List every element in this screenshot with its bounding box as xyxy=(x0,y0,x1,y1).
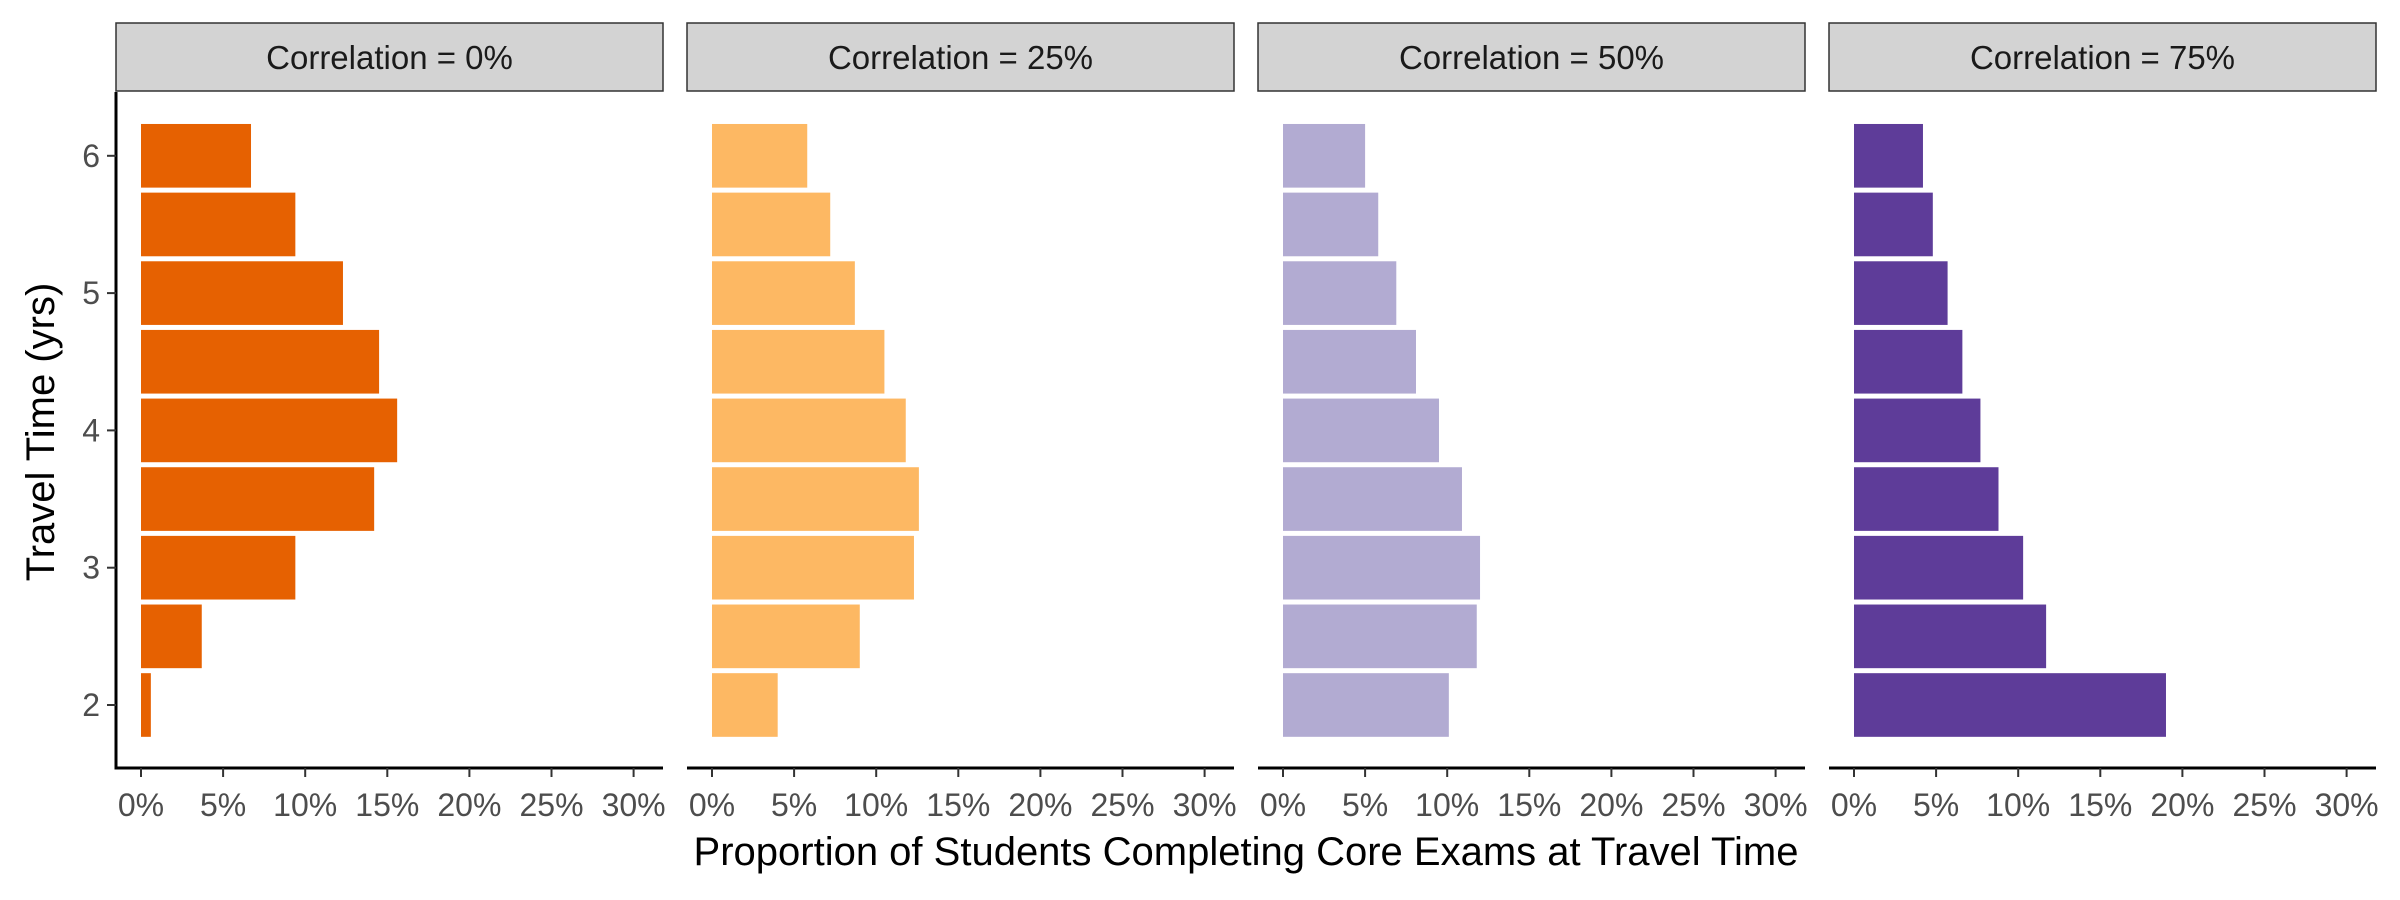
x-tick-label: 25% xyxy=(519,787,583,823)
facet-strip-label: Correlation = 25% xyxy=(828,39,1093,76)
x-tick-label: 30% xyxy=(2315,787,2379,823)
bar xyxy=(141,673,151,737)
bar xyxy=(712,261,855,325)
facet-panel: Correlation = 50% 0% 5% 10% 15% 20% 25% 30% xyxy=(1257,22,1808,823)
x-tick-label: 10% xyxy=(1986,787,2050,823)
bar xyxy=(1854,535,2024,600)
facet-strip-label: Correlation = 0% xyxy=(266,39,513,76)
bar xyxy=(1283,123,1366,188)
bar xyxy=(141,192,296,257)
bar xyxy=(1854,123,1923,188)
x-tick-label: 30% xyxy=(1744,787,1808,823)
bar xyxy=(1283,398,1439,463)
x-tick-label: 20% xyxy=(1579,787,1643,823)
bar xyxy=(1283,329,1417,394)
x-tick-label: 30% xyxy=(602,787,666,823)
bar xyxy=(141,398,398,463)
bar xyxy=(1854,604,2047,669)
bar xyxy=(1283,261,1397,325)
x-tick-label: 25% xyxy=(2232,787,2296,823)
x-tick-label: 15% xyxy=(1497,787,1561,823)
bar xyxy=(1854,673,2166,737)
facet-panels: Correlation = 0%0% 5% 10% 15% 20% 25% 30%Corre… xyxy=(115,22,2379,823)
x-tick-label: 30% xyxy=(1173,787,1237,823)
x-tick-label: 20% xyxy=(1008,787,1072,823)
y-tick-label: 5 xyxy=(82,275,100,311)
y-axis: 2 3 4 5 6 xyxy=(82,92,118,770)
x-tick-label: 20% xyxy=(2150,787,2214,823)
bar xyxy=(712,398,906,463)
bar xyxy=(712,673,778,737)
bar xyxy=(1854,261,1948,325)
bar xyxy=(712,329,885,394)
bar xyxy=(1854,398,1981,463)
bar xyxy=(141,467,375,531)
x-tick-label: 5% xyxy=(1913,787,1959,823)
bar xyxy=(141,535,296,600)
bar xyxy=(712,604,860,669)
facet-strip xyxy=(115,22,664,92)
bar xyxy=(141,261,343,325)
x-axis-title: Proportion of Students Completing Core E… xyxy=(694,830,1799,874)
bar xyxy=(1283,467,1462,531)
facet-strip-label: Correlation = 75% xyxy=(1970,39,2235,76)
bar xyxy=(141,329,380,394)
x-tick-label: 20% xyxy=(437,787,501,823)
x-tick-label: 5% xyxy=(1342,787,1388,823)
y-tick-label: 2 xyxy=(82,687,100,723)
facet-panel: Correlation = 0% 0% 5% 10% 15% 20% 25% 30% xyxy=(115,22,666,823)
x-tick-label: 5% xyxy=(771,787,817,823)
x-tick-label: 10% xyxy=(1415,787,1479,823)
facet-strip xyxy=(1257,22,1806,92)
facet-strip-label: Correlation = 50% xyxy=(1399,39,1664,76)
x-tick-label: 5% xyxy=(200,787,246,823)
y-axis-title: Travel Time (yrs) xyxy=(19,283,63,582)
y-tick-label: 6 xyxy=(82,138,100,174)
facet-strip xyxy=(1828,22,2377,92)
x-tick-label: 0% xyxy=(1831,787,1877,823)
x-tick-label: 15% xyxy=(355,787,419,823)
x-tick-label: 25% xyxy=(1090,787,1154,823)
bar xyxy=(712,192,831,257)
y-tick-label: 3 xyxy=(82,550,100,586)
x-tick-label: 0% xyxy=(689,787,735,823)
x-tick-label: 10% xyxy=(844,787,908,823)
bar xyxy=(1854,467,1999,531)
y-tick-label: 4 xyxy=(82,412,100,448)
x-tick-label: 15% xyxy=(926,787,990,823)
bar xyxy=(141,123,252,188)
x-tick-label: 25% xyxy=(1661,787,1725,823)
x-tick-label: 15% xyxy=(2068,787,2132,823)
bar xyxy=(712,467,919,531)
bar xyxy=(712,123,808,188)
bar xyxy=(712,535,914,600)
bar xyxy=(1854,192,1933,257)
x-tick-label: 10% xyxy=(273,787,337,823)
bar xyxy=(1854,329,1963,394)
bar xyxy=(1283,673,1449,737)
facet-strip xyxy=(686,22,1235,92)
x-tick-label: 0% xyxy=(118,787,164,823)
x-tick-label: 0% xyxy=(1260,787,1306,823)
facet-panel: Correlation = 75% 0% 5% 10% 15% 20% 25% 30% xyxy=(1828,22,2379,823)
bar xyxy=(1283,604,1477,669)
bar xyxy=(1283,192,1379,257)
bar xyxy=(1283,535,1481,600)
bar xyxy=(141,604,202,669)
facet-panel: Correlation = 25% 0% 5% 10% 15% 20% 25% 30% xyxy=(686,22,1237,823)
